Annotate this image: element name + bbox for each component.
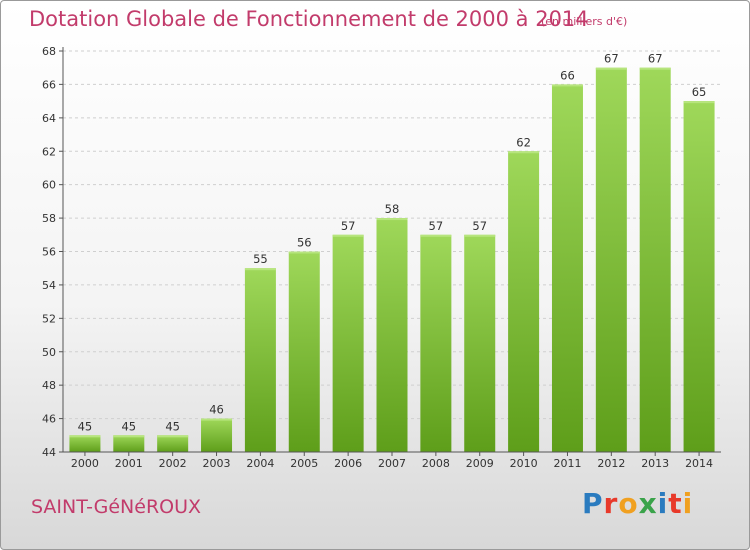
bar-2012 [595, 67, 627, 452]
x-tick-label: 2011 [553, 457, 581, 470]
x-tick-label: 2013 [641, 457, 669, 470]
data-label: 45 [165, 419, 180, 433]
bar-2014 [683, 101, 715, 452]
data-label: 67 [604, 52, 619, 66]
y-tick-label: 44 [42, 446, 56, 459]
bar-2011 [551, 84, 583, 453]
y-tick-label: 66 [42, 78, 56, 91]
data-label: 57 [472, 219, 487, 233]
x-tick-label: 2008 [422, 457, 450, 470]
data-label: 57 [429, 219, 444, 233]
data-label: 66 [560, 68, 575, 82]
data-label: 46 [209, 403, 224, 417]
bar-2001 [113, 435, 145, 452]
bar-highlight [288, 251, 320, 254]
bar-highlight [157, 435, 189, 438]
data-label: 45 [78, 419, 93, 433]
y-tick-label: 68 [42, 45, 56, 58]
data-label: 45 [121, 419, 136, 433]
bar-2003 [201, 418, 233, 452]
x-tick-label: 2003 [203, 457, 231, 470]
x-tick-label: 2014 [685, 457, 713, 470]
bar-highlight [508, 151, 540, 154]
y-tick-label: 64 [42, 112, 56, 125]
bar-highlight [201, 418, 233, 421]
x-tick-label: 2002 [159, 457, 187, 470]
y-tick-label: 52 [42, 312, 56, 325]
bar-highlight [420, 234, 452, 237]
data-label: 67 [648, 52, 663, 66]
x-tick-label: 2004 [246, 457, 274, 470]
data-label: 57 [341, 219, 356, 233]
x-tick-label: 2012 [597, 457, 625, 470]
logo-letter: r [603, 487, 619, 520]
bar-2010 [508, 151, 540, 452]
logo-letter: i [657, 487, 669, 520]
data-label: 62 [516, 135, 531, 149]
y-tick-label: 60 [42, 179, 56, 192]
proxiti-logo: Proxiti [582, 487, 693, 520]
bar-highlight [69, 435, 101, 438]
bar-highlight [376, 218, 408, 221]
bar-2008 [420, 234, 452, 452]
x-tick-label: 2006 [334, 457, 362, 470]
data-label: 56 [297, 236, 312, 250]
logo-letter: x [638, 487, 658, 520]
bar-2000 [69, 435, 101, 452]
x-tick-label: 2001 [115, 457, 143, 470]
bar-highlight [244, 268, 276, 271]
y-tick-label: 58 [42, 212, 56, 225]
bar-2004 [244, 268, 276, 452]
data-label: 58 [385, 202, 400, 216]
y-tick-label: 56 [42, 246, 56, 259]
logo-letter: P [582, 487, 604, 520]
bar-highlight [113, 435, 145, 438]
bar-2006 [332, 234, 364, 452]
x-tick-label: 2007 [378, 457, 406, 470]
bar-highlight [332, 234, 364, 237]
chart-title: Dotation Globale de Fonctionnement de 20… [29, 7, 589, 31]
bar-2009 [464, 234, 496, 452]
y-tick-label: 50 [42, 346, 56, 359]
chart-subtitle: (en milliers d'€) [541, 15, 628, 28]
bar-highlight [639, 67, 671, 70]
commune-name: SAINT-GéNéROUX [31, 496, 202, 518]
y-tick-label: 54 [42, 279, 56, 292]
x-tick-label: 2009 [466, 457, 494, 470]
bar-highlight [464, 234, 496, 237]
y-tick-label: 46 [42, 413, 56, 426]
logo-letter: t [668, 487, 683, 520]
bar-2005 [288, 251, 320, 452]
data-label: 65 [692, 85, 707, 99]
bar-2002 [157, 435, 189, 452]
x-tick-label: 2000 [71, 457, 99, 470]
bar-highlight [551, 84, 583, 87]
bar-2013 [639, 67, 671, 452]
y-tick-label: 62 [42, 145, 56, 158]
bar-highlight [683, 101, 715, 104]
bar-2007 [376, 218, 408, 452]
bar-highlight [595, 67, 627, 70]
x-tick-label: 2005 [290, 457, 318, 470]
logo-letter: o [618, 487, 639, 520]
x-tick-label: 2010 [510, 457, 538, 470]
data-label: 55 [253, 252, 268, 266]
logo-letter: i [682, 487, 694, 520]
y-tick-label: 48 [42, 379, 56, 392]
